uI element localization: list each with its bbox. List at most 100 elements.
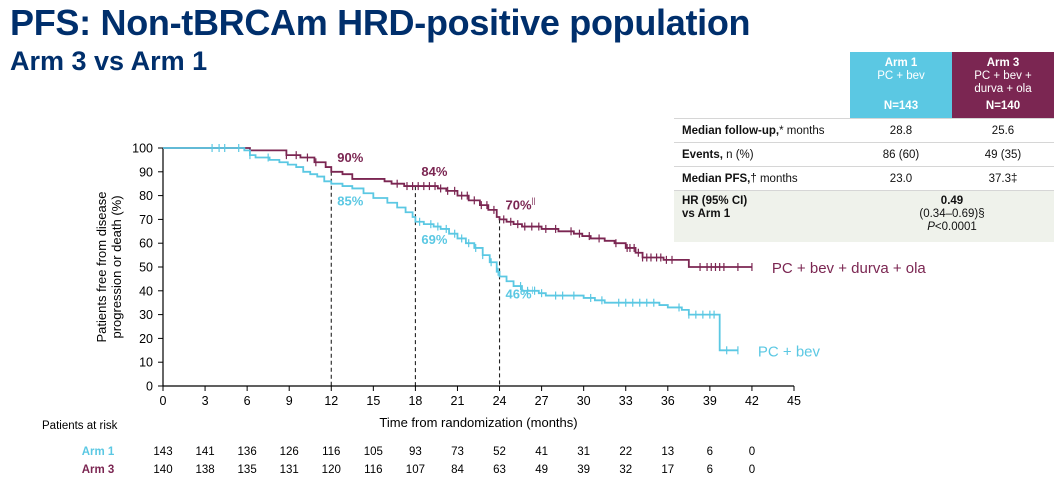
at-risk-value: 49 (535, 464, 548, 476)
x-tick-label: 3 (202, 394, 209, 408)
hr-ci: (0.34–0.69)§ (919, 208, 985, 220)
chart-labels: 90% 84% 70%|| PC + bev + durva + ola 85% 69% 4… (337, 150, 926, 360)
at-risk-value: 116 (322, 446, 340, 458)
arm1-header: Arm 1 PC + bev N=143 (850, 52, 952, 118)
x-axis-label: Time from randomization (months) (379, 415, 577, 430)
curve-end-label: PC + bev + durva + ola (772, 260, 927, 277)
at-risk-value: 107 (406, 464, 425, 476)
at-risk-value: 17 (661, 464, 674, 476)
at-risk-value: 136 (238, 446, 257, 458)
at-risk-value: 0 (749, 446, 755, 458)
at-risk-value: 32 (619, 464, 632, 476)
at-risk-value: 140 (153, 464, 172, 476)
y-tick-label: 40 (139, 284, 153, 298)
x-tick-label: 0 (160, 394, 167, 408)
at-risk-value: 116 (364, 464, 382, 476)
arm1-value: 23.0 (889, 172, 913, 185)
y-tick-label: 80 (139, 189, 153, 203)
x-tick-label: 30 (577, 394, 591, 408)
x-tick-label: 18 (408, 394, 422, 408)
y-tick-label: 60 (139, 237, 153, 251)
x-tick-label: 24 (493, 394, 507, 408)
km-curve-arm3 (163, 147, 752, 268)
summary-table: Arm 1 PC + bev N=143 Arm 3 PC + bev + du… (674, 52, 1054, 242)
landmark-label: 90% (337, 150, 363, 165)
at-risk-row-label: Arm 1 (82, 446, 115, 458)
row-median-followup: Median follow-up,* months 28.8 25.6 (674, 118, 1054, 142)
arm3-n: N=140 (985, 100, 1021, 112)
at-risk-value: 143 (153, 446, 172, 458)
arm3-value: 25.6 (991, 124, 1015, 137)
y-tick-label: 50 (139, 261, 153, 275)
at-risk-value: 6 (707, 464, 713, 476)
y-tick-label: 70 (139, 213, 153, 227)
x-tick-label: 36 (661, 394, 675, 408)
row-hazard-ratio: HR (95% CI) vs Arm 1 0.49 (0.34–0.69)§ P<… (674, 190, 1054, 242)
chart-axes: 0 3 6 9 12 15 18 21 24 27 30 33 36 39 42 45010203040506… (94, 142, 801, 431)
arm3-regimen-line2: durva + ola (974, 83, 1032, 95)
x-tick-label: 33 (619, 394, 633, 408)
y-tick-label: 90 (139, 165, 153, 179)
landmark-reference-lines (330, 171, 501, 386)
at-risk-row-label: Arm 3 (82, 464, 115, 476)
x-tick-label: 21 (451, 394, 465, 408)
at-risk-value: 52 (493, 446, 506, 458)
y-axis-label-line2: progression or death (%) (109, 195, 124, 338)
row-events: Events, n (%) 86 (60) 49 (35) (674, 142, 1054, 166)
at-risk-value: 131 (280, 464, 299, 476)
arm3-regimen-line1: PC + bev + (974, 70, 1032, 82)
at-risk-value: 120 (322, 464, 341, 476)
at-risk-value: 141 (195, 446, 214, 458)
label-rest: * months (779, 124, 825, 137)
x-tick-label: 15 (366, 394, 380, 408)
at-risk-value: 63 (493, 464, 506, 476)
arm1-n: N=143 (883, 100, 919, 112)
label-bold: Median follow-up, (682, 124, 780, 137)
landmark-label: 84% (421, 164, 447, 179)
at-risk-value: 39 (577, 464, 590, 476)
hr-label-line1: HR (95% CI) (682, 195, 748, 207)
arm1-value: 28.8 (889, 124, 913, 137)
at-risk-value: 41 (535, 446, 548, 458)
km-curves (163, 144, 753, 355)
at-risk-value: 0 (749, 464, 755, 476)
at-risk-value: 13 (661, 446, 674, 458)
at-risk-value: 84 (451, 464, 464, 476)
arm1-name: Arm 1 (884, 57, 918, 69)
arm3-value: 49 (35) (984, 148, 1022, 161)
page-subtitle: Arm 3 vs Arm 1 (10, 46, 208, 76)
at-risk-value: 105 (364, 446, 383, 458)
arm1-regimen: PC + bev (877, 70, 925, 82)
label-bold: Events, (682, 148, 723, 161)
curve-end-label: PC + bev (758, 343, 821, 360)
y-tick-label: 0 (146, 380, 153, 394)
arm3-value: 37.3‡ (988, 172, 1018, 185)
label-rest: n (%) (722, 148, 754, 161)
x-tick-label: 39 (703, 394, 717, 408)
y-tick-label: 30 (139, 308, 153, 322)
at-risk-title: Patients at risk (42, 420, 118, 432)
hr-value: 0.49 (940, 195, 964, 207)
at-risk-value: 73 (451, 446, 464, 458)
arm1-value: 86 (60) (882, 148, 920, 161)
landmark-label: 69% (421, 232, 447, 247)
row-median-pfs: Median PFS,† months 23.0 37.3‡ (674, 166, 1054, 190)
page-title: PFS: Non-tBRCAm HRD-positive population (10, 2, 751, 43)
km-curve-arm1 (163, 147, 738, 352)
at-risk-value: 31 (577, 446, 590, 458)
x-tick-label: 45 (787, 394, 801, 408)
hr-label-line2: vs Arm 1 (682, 208, 731, 220)
arm3-name: Arm 3 (986, 57, 1020, 69)
y-tick-label: 10 (139, 356, 153, 370)
x-tick-label: 42 (745, 394, 759, 408)
label-bold: Median PFS, (682, 172, 751, 185)
label-rest: † months (750, 172, 798, 185)
landmark-label: 85% (337, 194, 363, 209)
x-tick-label: 6 (244, 394, 251, 408)
x-tick-label: 9 (286, 394, 293, 408)
y-tick-label: 20 (139, 332, 153, 346)
at-risk-value: 6 (707, 446, 713, 458)
at-risk-value: 93 (409, 446, 422, 458)
